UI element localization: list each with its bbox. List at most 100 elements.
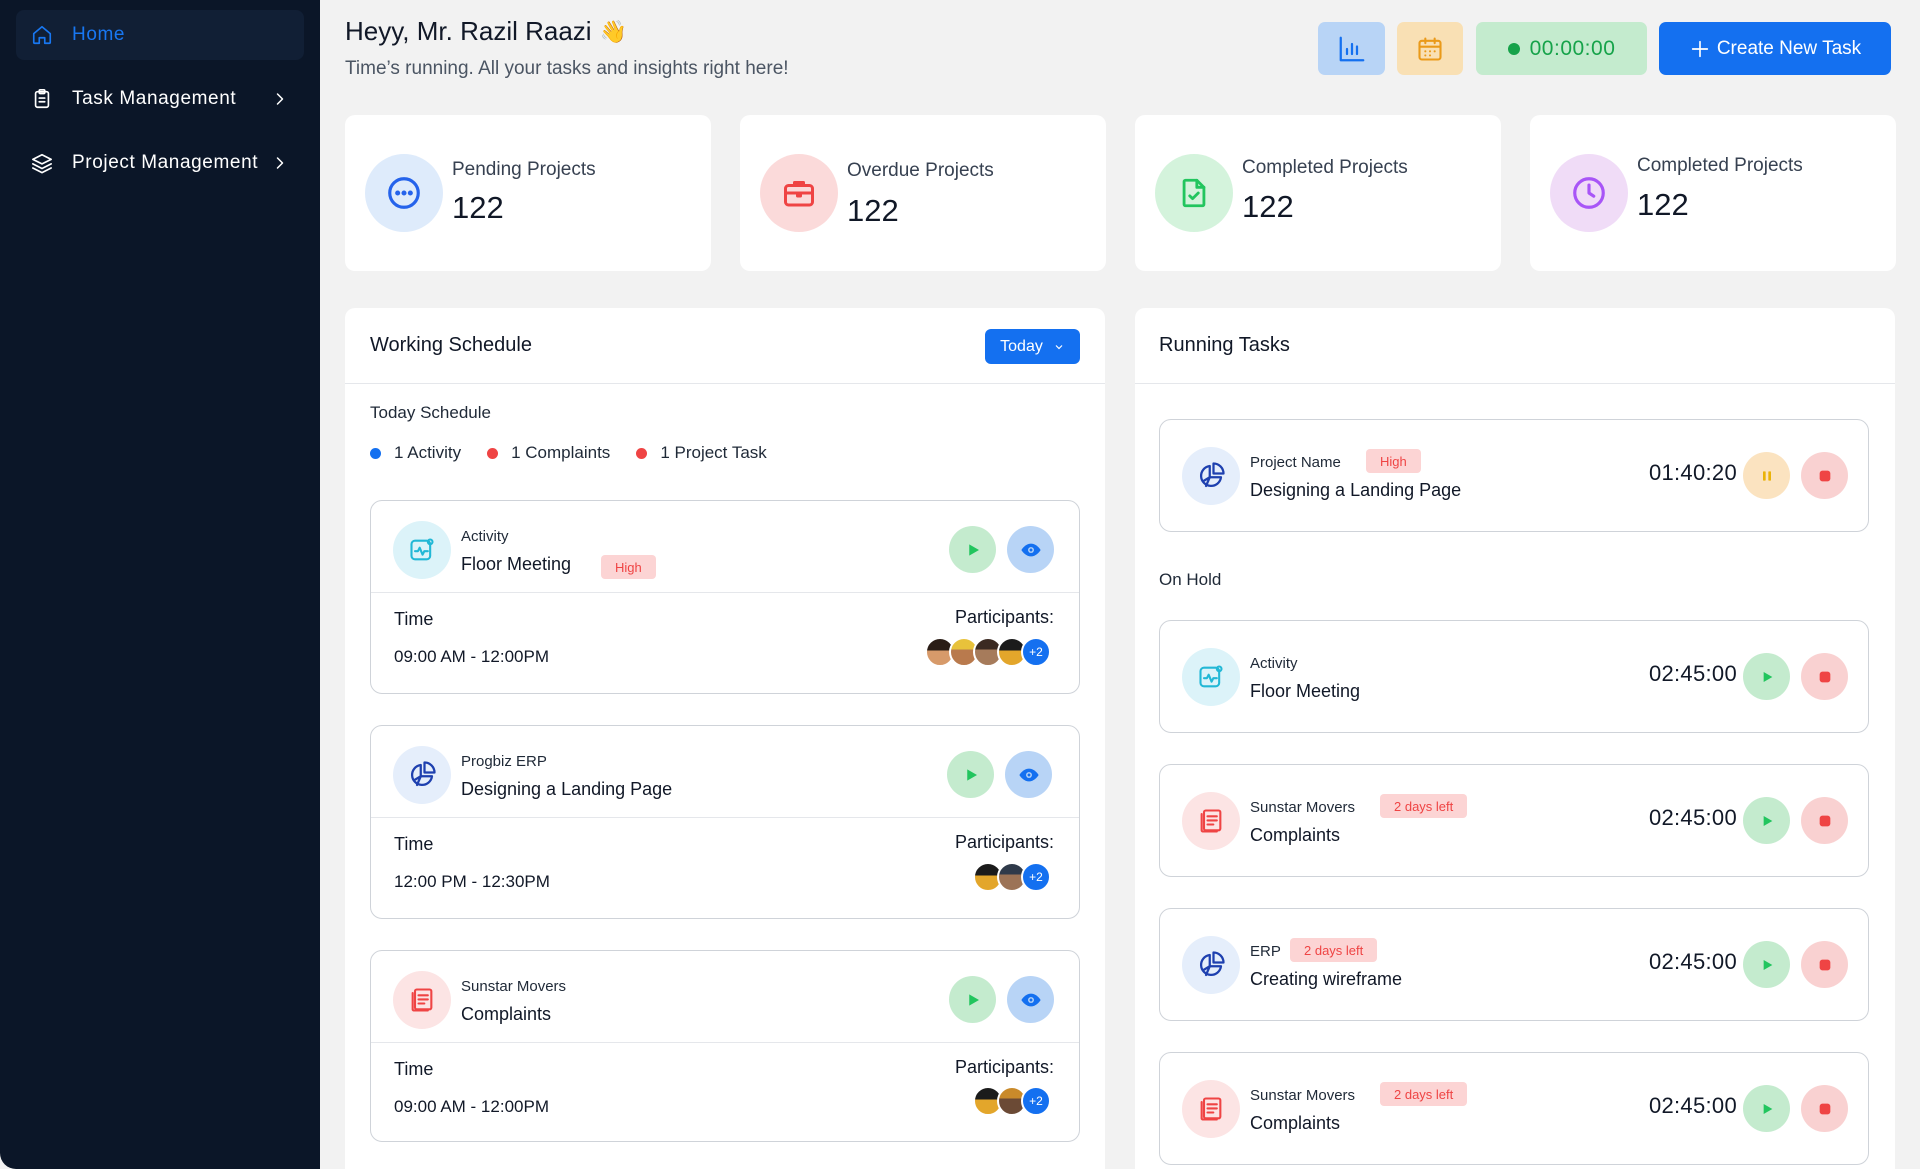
stop-button[interactable] — [1801, 653, 1848, 700]
play-icon — [1763, 1103, 1772, 1114]
pie-chart-icon — [1182, 447, 1240, 505]
chevron-down-icon — [1055, 344, 1063, 349]
stop-button[interactable] — [1801, 1085, 1848, 1132]
create-task-label: Create New Task — [1716, 37, 1862, 59]
greeting-text: Heyy, Mr. Razil Raazi — [345, 16, 592, 46]
stop-button[interactable] — [1801, 941, 1848, 988]
time-label: Time — [394, 609, 434, 629]
time-label: Time — [394, 834, 434, 854]
pie-chart-icon — [1182, 936, 1240, 994]
play-icon — [968, 993, 979, 1006]
view-button[interactable] — [1007, 976, 1054, 1023]
on-hold-task-card[interactable]: Sunstar Movers Complaints 2 days left 02… — [1159, 1052, 1869, 1165]
stat-label: Completed Projects — [1637, 155, 1803, 176]
document-icon — [1182, 792, 1240, 850]
stat-value: 122 — [847, 193, 899, 228]
deadline-badge: 2 days left — [1380, 1082, 1468, 1106]
running-task-card[interactable]: Project Name Designing a Landing Page Hi… — [1159, 419, 1869, 532]
play-button[interactable] — [949, 976, 996, 1023]
card-title: Complaints — [1250, 1113, 1341, 1133]
sidebar-item-home[interactable]: Home — [16, 10, 304, 60]
play-button[interactable] — [1743, 1085, 1790, 1132]
play-button[interactable] — [1743, 797, 1790, 844]
clock-icon — [1550, 154, 1628, 232]
activity-icon — [393, 521, 451, 579]
calendar-icon — [1418, 36, 1442, 61]
stat-card-overdue[interactable]: Overdue Projects 122 — [740, 115, 1106, 271]
on-hold-task-card[interactable]: Sunstar Movers Complaints 2 days left 02… — [1159, 764, 1869, 877]
calendar-button[interactable] — [1397, 22, 1463, 75]
time-value: 12:00 PM - 12:30PM — [394, 872, 550, 891]
schedule-card[interactable]: Sunstar Movers Complaints Time 09:00 AM … — [370, 950, 1080, 1142]
sidebar-item-task-management[interactable]: Task Management — [16, 74, 304, 124]
panel-title: Working Schedule — [370, 334, 532, 356]
deadline-badge: 2 days left — [1380, 794, 1468, 818]
participants-label: Participants: — [954, 607, 1054, 627]
legend-dot — [487, 447, 499, 459]
stat-card-completed-2[interactable]: Completed Projects 122 — [1530, 115, 1896, 271]
play-icon — [1763, 959, 1772, 970]
schedule-card-header: Progbiz ERP Designing a Landing Page — [371, 726, 1079, 818]
card-category: Activity — [461, 528, 509, 545]
file-check-icon — [1155, 154, 1233, 232]
legend-label: 1 Activity — [394, 443, 462, 462]
play-button[interactable] — [947, 751, 994, 798]
stat-label: Overdue Projects — [847, 160, 994, 181]
schedule-card-header: Sunstar Movers Complaints — [371, 951, 1079, 1043]
stop-icon — [1819, 671, 1830, 682]
view-button[interactable] — [1007, 526, 1054, 573]
play-button[interactable] — [1743, 941, 1790, 988]
legend-dot — [636, 447, 648, 459]
participants-avatars[interactable]: +2 — [925, 637, 1051, 667]
document-icon — [1182, 1080, 1240, 1138]
schedule-card[interactable]: Progbiz ERP Designing a Landing Page Tim… — [370, 725, 1080, 919]
stat-value: 122 — [452, 190, 504, 225]
play-icon — [1763, 671, 1772, 682]
document-icon — [393, 971, 451, 1029]
home-icon — [30, 23, 54, 47]
avatar-more-count: +2 — [1021, 637, 1051, 667]
eye-icon — [1020, 993, 1041, 1006]
dropdown-value: Today — [1000, 337, 1043, 355]
on-hold-task-card[interactable]: Activity Floor Meeting 02:45:00 — [1159, 620, 1869, 733]
timer-status-dot — [1507, 42, 1520, 55]
participants-avatars[interactable]: +2 — [973, 862, 1051, 892]
elapsed-time: 02:45:00 — [1648, 949, 1737, 974]
pause-button[interactable] — [1743, 452, 1790, 499]
play-icon — [1763, 815, 1772, 826]
on-hold-task-card[interactable]: ERP Creating wireframe 2 days left 02:45… — [1159, 908, 1869, 1021]
layers-icon — [30, 151, 54, 175]
bar-chart-icon — [1339, 36, 1364, 61]
timer-button[interactable]: 00:00:00 — [1476, 22, 1647, 75]
view-button[interactable] — [1005, 751, 1052, 798]
stop-icon — [1819, 815, 1830, 826]
stop-icon — [1819, 959, 1830, 970]
legend-label: 1 Complaints — [511, 443, 611, 462]
elapsed-time: 02:45:00 — [1648, 661, 1737, 686]
card-category: Project Name — [1250, 454, 1341, 471]
stop-button[interactable] — [1801, 797, 1848, 844]
play-icon — [966, 768, 977, 781]
deadline-badge: 2 days left — [1290, 938, 1378, 962]
eye-icon — [1018, 768, 1039, 781]
analytics-button[interactable] — [1318, 22, 1385, 75]
sidebar: Home Task Management Project Management — [0, 0, 320, 1169]
play-button[interactable] — [1743, 653, 1790, 700]
stat-card-pending[interactable]: Pending Projects 122 — [345, 115, 711, 271]
stat-card-completed[interactable]: Completed Projects 122 — [1135, 115, 1501, 271]
sidebar-item-label: Project Management — [72, 152, 259, 173]
sidebar-item-project-management[interactable]: Project Management — [16, 138, 304, 188]
play-button[interactable] — [949, 526, 996, 573]
stat-label: Pending Projects — [452, 159, 596, 180]
clipboard-icon — [30, 87, 54, 111]
sidebar-item-label: Home — [72, 24, 126, 45]
sidebar-item-label: Task Management — [72, 88, 237, 109]
today-dropdown[interactable]: Today — [985, 329, 1080, 364]
play-icon — [968, 543, 979, 556]
schedule-card[interactable]: Activity Floor Meeting High Time 09:00 A… — [370, 500, 1080, 694]
card-category: Progbiz ERP — [461, 753, 547, 770]
stop-button[interactable] — [1801, 452, 1848, 499]
stat-value: 122 — [1242, 189, 1294, 224]
participants-avatars[interactable]: +2 — [973, 1086, 1051, 1116]
create-task-button[interactable]: Create New Task — [1659, 22, 1891, 75]
